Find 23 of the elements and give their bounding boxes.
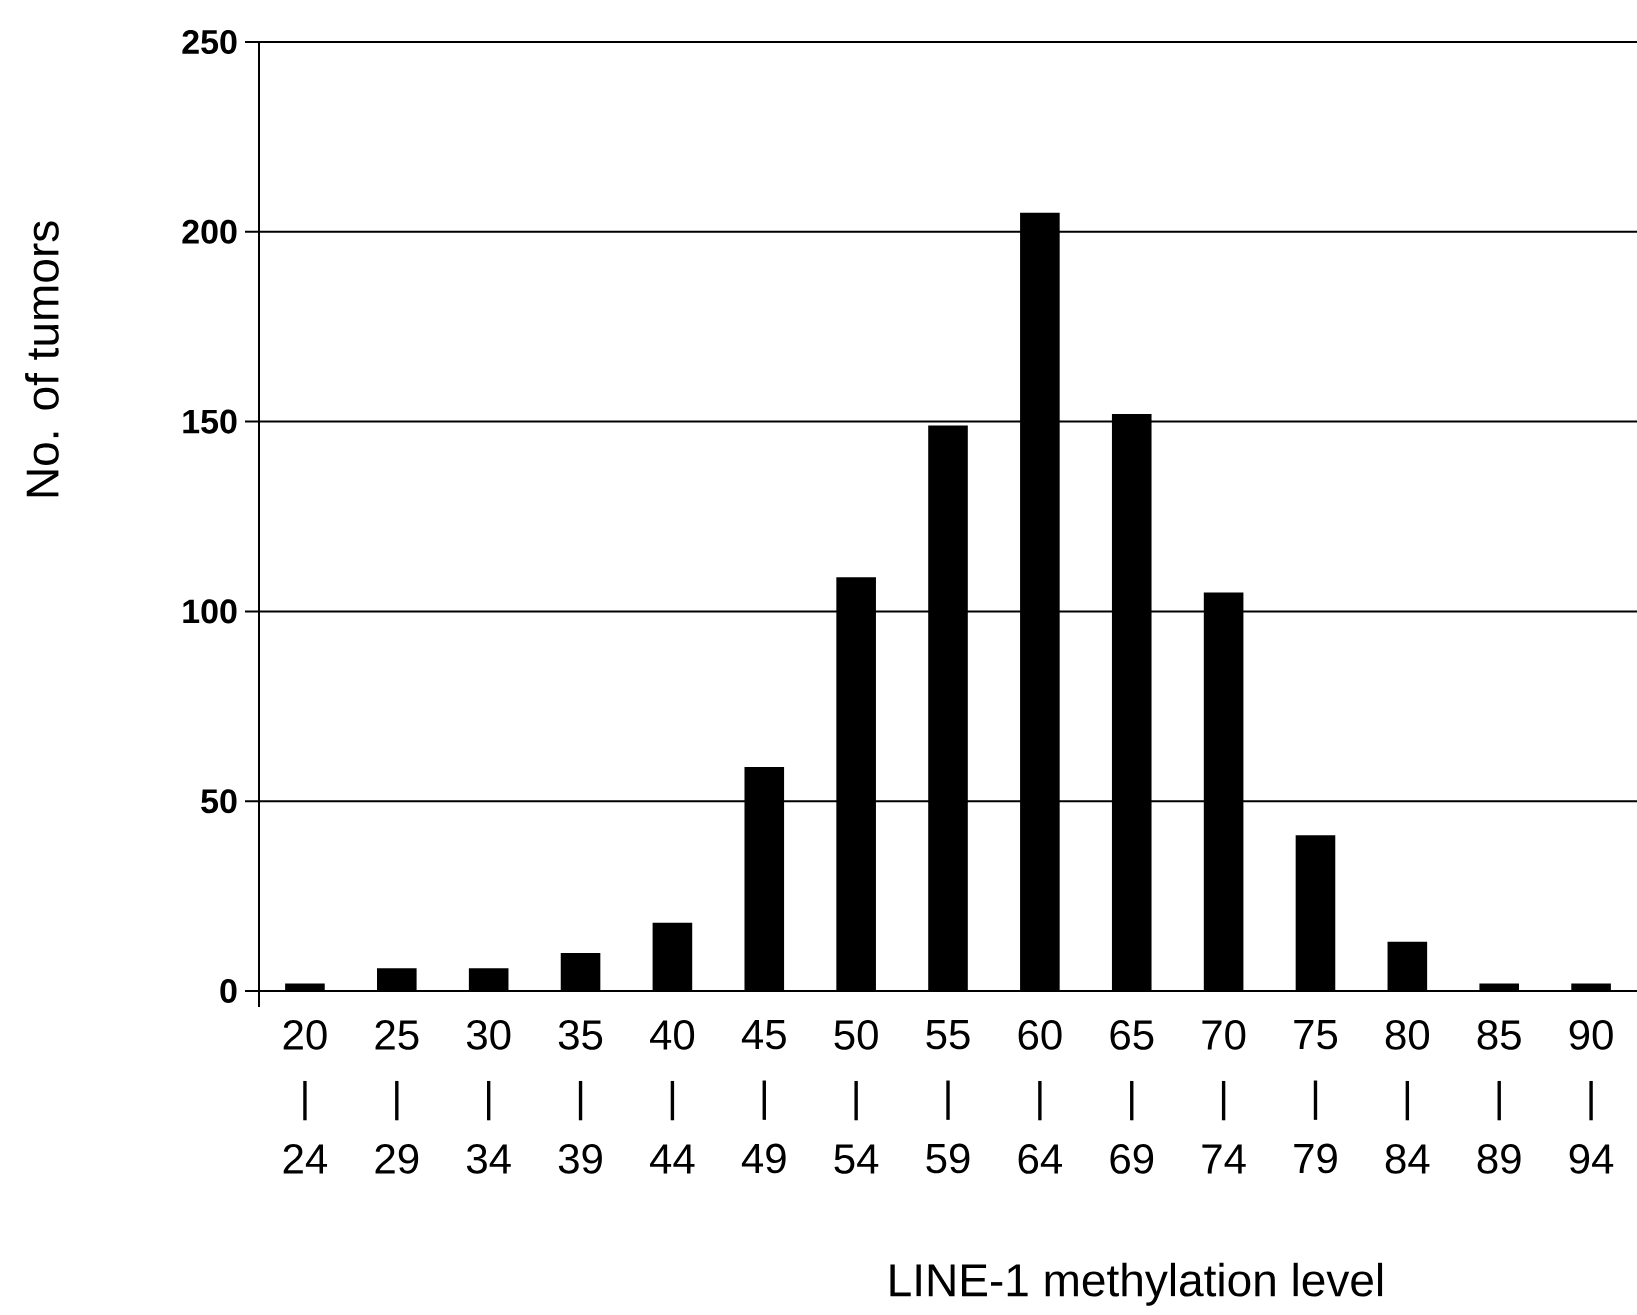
y-tick-label: 250 <box>182 29 237 55</box>
y-tick-label: 150 <box>183 409 237 434</box>
x-tick-label: 20 | 24 <box>283 1020 328 1174</box>
x-tick-label: 25 | 29 <box>375 1020 419 1174</box>
x-tick-label: 85 | 89 <box>1477 1020 1521 1174</box>
x-tick-label: 65 | 69 <box>1110 1020 1154 1174</box>
x-tick-label: 30 | 34 <box>466 1020 511 1174</box>
x-tick-label: 75 | 79 <box>1294 1020 1338 1174</box>
x-axis-title: LINE-1 methylation level <box>890 1262 1383 1306</box>
y-tick-label: 50 <box>201 789 237 814</box>
y-axis-title: No. of tumors <box>25 221 59 497</box>
y-tick-label: 200 <box>182 219 237 244</box>
x-tick-label: 80 | 84 <box>1385 1020 1430 1174</box>
x-tick-label: 90 | 94 <box>1569 1020 1614 1174</box>
x-tick-label: 40 | 44 <box>650 1020 695 1174</box>
x-tick-label: 50 | 54 <box>834 1020 879 1174</box>
y-tick-label: 100 <box>183 599 237 624</box>
x-tick-label: 45 | 49 <box>741 1020 786 1174</box>
x-tick-label: 70 | 74 <box>1202 1020 1246 1174</box>
x-tick-label: 60 | 64 <box>1018 1020 1062 1174</box>
x-tick-label: 35 | 39 <box>558 1020 603 1174</box>
x-tick-label: 55 | 59 <box>926 1020 970 1174</box>
y-tick-label: 0 <box>220 978 237 1004</box>
